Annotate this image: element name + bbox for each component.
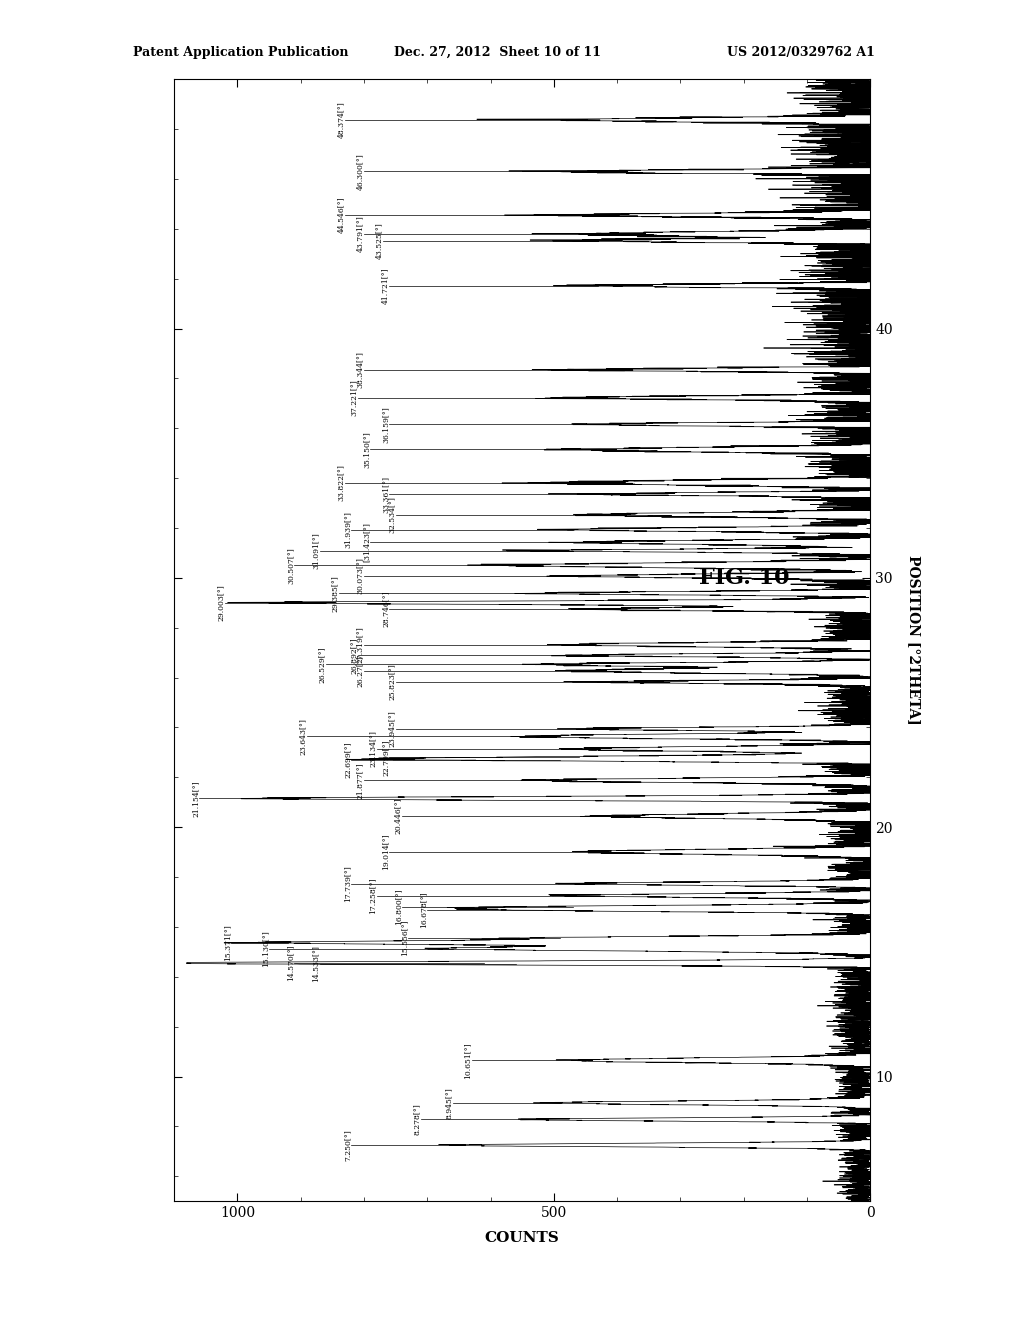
Text: 43.525[°]: 43.525[°] (375, 222, 383, 259)
Text: 17.258[°]: 17.258[°] (369, 878, 377, 913)
Text: 29.003[°]: 29.003[°] (217, 585, 224, 622)
Text: 31.091[°]: 31.091[°] (311, 532, 319, 569)
Text: 16.800[°]: 16.800[°] (394, 888, 402, 925)
Text: 43.791[°]: 43.791[°] (356, 215, 364, 252)
Text: 10.651[°]: 10.651[°] (464, 1041, 472, 1078)
Text: 33.361[°]: 33.361[°] (381, 475, 389, 512)
Text: 30.507[°]: 30.507[°] (287, 546, 294, 583)
Text: 48.374[°]: 48.374[°] (337, 102, 345, 139)
Text: 14.570[°]: 14.570[°] (287, 944, 294, 981)
Text: 26.529[°]: 26.529[°] (318, 645, 326, 682)
Text: 26.27[°]: 26.27[°] (356, 655, 364, 686)
Text: 16.678[°]: 16.678[°] (419, 892, 427, 928)
Text: 44.546[°]: 44.546[°] (337, 197, 345, 234)
Text: 23.643[°]: 23.643[°] (299, 718, 307, 755)
Text: 31.939[°]: 31.939[°] (343, 511, 351, 548)
Text: 17.739[°]: 17.739[°] (343, 865, 351, 902)
Text: 41.721[°]: 41.721[°] (381, 268, 389, 304)
Text: 21.154[°]: 21.154[°] (191, 780, 200, 817)
Text: 38.344[°]: 38.344[°] (356, 351, 364, 388)
Text: 15.371[°]: 15.371[°] (223, 924, 231, 961)
Text: 33.822[°]: 33.822[°] (337, 465, 345, 502)
Text: 46.300[°]: 46.300[°] (356, 153, 364, 190)
Text: 28.746[°]: 28.746[°] (381, 591, 389, 627)
Text: 22.799[°]: 22.799[°] (381, 739, 389, 776)
Text: 30.073[°]: 30.073[°] (356, 557, 364, 594)
Text: 23.134[°]: 23.134[°] (369, 731, 377, 767)
Text: 8.945[°]: 8.945[°] (444, 1086, 453, 1119)
Text: 22.699[°]: 22.699[°] (343, 742, 351, 779)
Text: 36.159[°]: 36.159[°] (381, 407, 389, 442)
Text: [31.423[°]: [31.423[°] (362, 523, 371, 562)
Text: 29.385[°]: 29.385[°] (331, 574, 339, 611)
Text: 25.823[°]: 25.823[°] (388, 664, 395, 701)
Text: 35.150[°]: 35.150[°] (362, 432, 371, 467)
Text: 27.319[°]: 27.319[°] (356, 626, 364, 663)
Text: 15.130[°]: 15.130[°] (261, 931, 269, 968)
Text: 23.945[°]: 23.945[°] (388, 710, 395, 747)
Text: US 2012/0329762 A1: US 2012/0329762 A1 (727, 46, 874, 59)
Y-axis label: POSITION [°2THETA]: POSITION [°2THETA] (907, 556, 921, 725)
Text: 8.278[°]: 8.278[°] (413, 1104, 421, 1135)
Text: Patent Application Publication: Patent Application Publication (133, 46, 348, 59)
Text: 14.533[°]: 14.533[°] (311, 945, 319, 982)
X-axis label: COUNTS: COUNTS (485, 1232, 559, 1245)
Text: 15.556[°]: 15.556[°] (400, 920, 409, 956)
Text: 32.534[°]: 32.534[°] (388, 496, 395, 533)
Text: 26.892[°]: 26.892[°] (349, 638, 357, 673)
Text: Dec. 27, 2012  Sheet 10 of 11: Dec. 27, 2012 Sheet 10 of 11 (394, 46, 601, 59)
Text: 20.446[°]: 20.446[°] (394, 797, 402, 834)
Text: 21.877[°]: 21.877[°] (356, 762, 364, 799)
Text: 19.014[°]: 19.014[°] (381, 833, 389, 870)
Text: 37.221[°]: 37.221[°] (349, 379, 357, 416)
Text: FIG. 10: FIG. 10 (698, 566, 790, 589)
Text: 7.250[°]: 7.250[°] (343, 1129, 351, 1162)
